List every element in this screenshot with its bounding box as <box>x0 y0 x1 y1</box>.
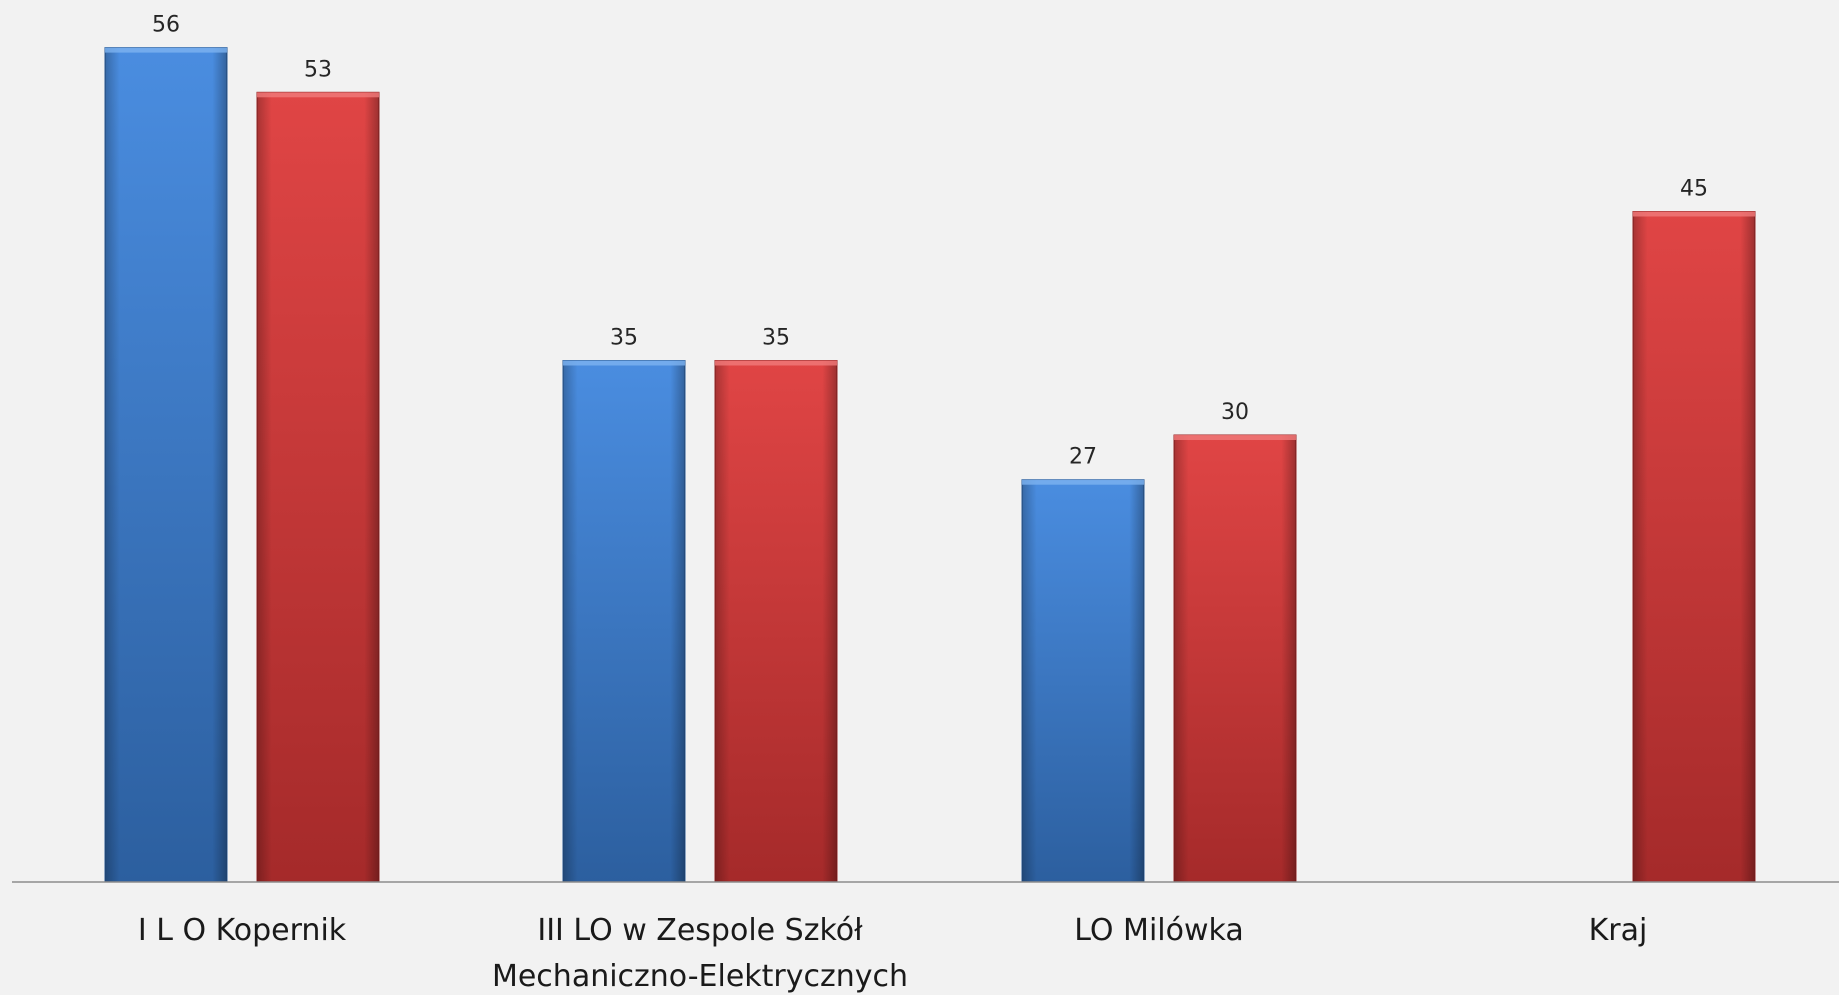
bar-top-highlight <box>105 47 227 53</box>
labels-layer: 56 53 I L O Kopernik 35 35 III LO w Zespole S… <box>138 13 1708 994</box>
data-label: 35 <box>610 326 638 351</box>
category-label: I L O Kopernik <box>138 913 347 948</box>
data-label: 35 <box>762 326 790 351</box>
data-label: 53 <box>304 57 332 82</box>
data-label: 27 <box>1069 445 1097 470</box>
bar-top-highlight <box>257 92 379 98</box>
bar-series-2-cat-2 <box>714 360 838 883</box>
bar-series-1-cat-2 <box>562 360 686 883</box>
bar-top-highlight <box>1022 479 1144 485</box>
bar-top-highlight <box>715 360 837 366</box>
bar-series-1-cat-1 <box>104 47 228 883</box>
bar-series-1-cat-3 <box>1021 479 1145 883</box>
category-label: LO Milówka <box>1074 913 1243 948</box>
data-label: 45 <box>1680 177 1708 202</box>
bar-top-highlight <box>1174 435 1296 440</box>
bar-series-2-cat-4 <box>1632 211 1756 883</box>
category-label: III LO w Zespole Szkół <box>537 913 863 948</box>
bar-top-highlight <box>563 360 685 366</box>
bar-series-2-cat-1 <box>256 91 380 883</box>
category-label: Mechaniczno-Elektrycznych <box>492 959 908 994</box>
bar-top-highlight <box>1633 211 1755 217</box>
data-label: 56 <box>152 13 180 38</box>
bar-series-2-cat-3 <box>1173 434 1297 883</box>
category-label: Kraj <box>1589 913 1648 948</box>
bars-layer <box>104 47 1756 883</box>
data-label: 30 <box>1221 400 1249 425</box>
